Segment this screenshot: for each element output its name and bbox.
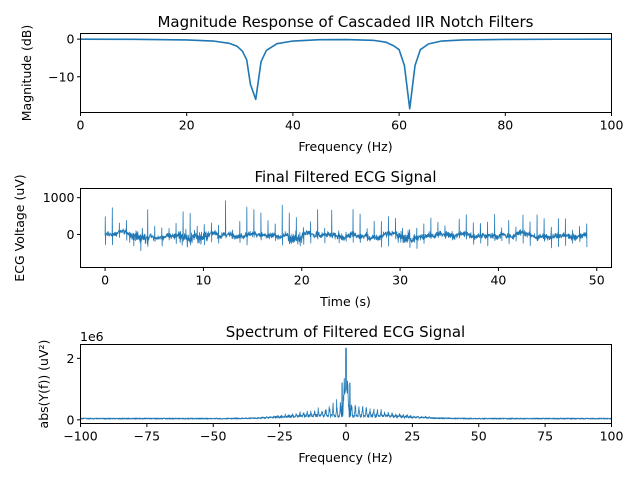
chart3-x-axis: −100 −75 −50 −25 0 25 50 75 100	[63, 423, 624, 444]
chart2-x-axis: 0 10 20 30 40 50	[101, 267, 605, 288]
chart2-y-axis: 1000 0	[43, 190, 81, 242]
chart3-xtick-label: 75	[537, 429, 553, 444]
chart2-axes-frame	[80, 188, 612, 268]
chart3-xtick-label: 50	[471, 429, 487, 444]
chart3-offset-text: 1e6	[80, 329, 104, 344]
chart-filtered-ecg: Final Filtered ECG Signal 0 10 20 30 40 50 10…	[12, 168, 612, 309]
chart3-y-axis: 02	[67, 351, 81, 427]
chart3-xtick-label: 0	[342, 429, 350, 444]
chart2-xlabel: Time (s)	[319, 294, 371, 309]
chart3-title: Spectrum of Filtered ECG Signal	[226, 323, 465, 341]
chart3-xtick-label: −25	[266, 429, 292, 444]
chart3-xtick-label: −50	[200, 429, 226, 444]
chart1-xtick-label: 80	[497, 118, 513, 133]
chart1-title: Magnitude Response of Cascaded IIR Notch…	[157, 13, 533, 31]
chart1-series-line	[80, 38, 612, 110]
chart1-xtick-label: 0	[77, 118, 85, 133]
chart1-ylabel: Magnitude (dB)	[19, 25, 34, 121]
chart1-ytick-label: −10	[48, 69, 74, 84]
chart1-xtick-label: 100	[600, 118, 624, 133]
chart1-xlabel: Frequency (Hz)	[298, 139, 392, 154]
chart2-ylabel: ECG Voltage (uV)	[12, 174, 27, 281]
chart3-ytick-label: 2	[67, 351, 75, 366]
chart-magnitude-response: Magnitude Response of Cascaded IIR Notch…	[19, 13, 623, 154]
chart1-xtick-label: 40	[285, 118, 301, 133]
chart3-plot-area	[80, 347, 612, 420]
chart2-xtick-label: 40	[490, 273, 506, 288]
chart2-ytick-label: 0	[67, 227, 75, 242]
chart-spectrum: Spectrum of Filtered ECG Signal −100 −75−…	[36, 323, 623, 465]
chart2-xtick-label: 0	[101, 273, 109, 288]
chart1-x-axis: 0 20 40 60 80 100	[77, 112, 624, 133]
chart3-series-line	[80, 347, 612, 420]
chart3-ytick-label: 0	[67, 412, 75, 427]
chart2-xtick-label: 50	[589, 273, 605, 288]
chart3-xtick-label: −75	[134, 429, 160, 444]
chart2-xtick-label: 20	[294, 273, 310, 288]
chart2-plot-area	[104, 200, 588, 252]
chart2-title: Final Filtered ECG Signal	[254, 168, 436, 186]
chart2-series-line	[104, 200, 588, 252]
chart3-ylabel: abs(Y(f)) (uV²)	[36, 340, 51, 429]
chart3-xtick-label: 100	[600, 429, 624, 444]
chart1-xtick-label: 60	[391, 118, 407, 133]
chart1-plot-area	[80, 38, 612, 110]
chart1-y-axis: 0 −10	[48, 32, 81, 84]
chart3-xlabel: Frequency (Hz)	[298, 450, 392, 465]
chart3-xtick-label: −100	[63, 429, 97, 444]
chart2-xtick-label: 30	[392, 273, 408, 288]
chart2-xtick-label: 10	[195, 273, 211, 288]
chart3-xtick-label: 25	[404, 429, 420, 444]
chart1-ytick-label: 0	[67, 32, 75, 47]
chart1-axes-frame	[80, 33, 612, 113]
chart2-ytick-label: 1000	[43, 190, 75, 205]
chart1-xtick-label: 20	[179, 118, 195, 133]
